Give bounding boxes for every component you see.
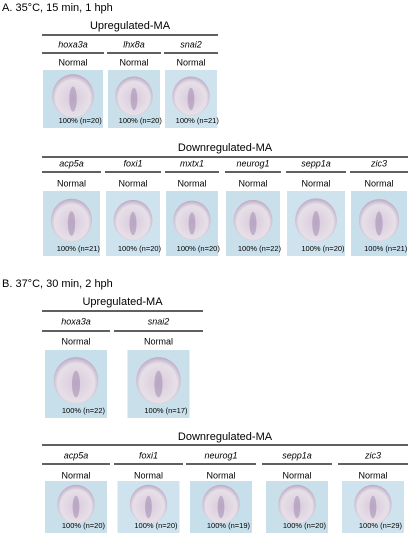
phenotype: Normal: [177, 178, 206, 188]
phenotype: Normal: [61, 336, 90, 346]
panel-title: A. 35°C, 15 min, 1 hph: [2, 2, 113, 14]
gene-name: acp5a: [59, 158, 84, 168]
embryo: [136, 357, 181, 405]
stain: [249, 211, 257, 236]
stain: [188, 212, 196, 235]
phenotype: Normal: [118, 178, 147, 188]
embryo: [57, 484, 95, 525]
phenotype: Normal: [364, 178, 393, 188]
gene-name: snai2: [148, 316, 170, 326]
stain: [375, 211, 383, 236]
gene-name: zic3: [364, 450, 381, 460]
phenotype: Normal: [176, 57, 205, 67]
stain: [187, 87, 195, 111]
phenotype: Normal: [206, 470, 235, 480]
embryo: [354, 484, 392, 525]
phenotype: Normal: [61, 470, 90, 480]
gene-name: foxi1: [139, 450, 158, 460]
group-title: Upregulated-MA: [90, 20, 171, 32]
phenotype: Normal: [134, 470, 163, 480]
phenotype: Normal: [301, 178, 330, 188]
gene-name: mxtx1: [180, 158, 204, 168]
embryo: [53, 357, 99, 405]
embryo: [172, 76, 210, 116]
gene-name: sepp1a: [301, 158, 331, 168]
percentage-label: 100% (n=20): [59, 116, 103, 125]
percentage-label: 100% (n=19): [207, 521, 251, 530]
percentage-label: 100% (n=20): [134, 521, 178, 530]
gene-name: zic3: [370, 158, 387, 168]
embryo: [113, 199, 153, 241]
phenotype: Normal: [58, 57, 87, 67]
embryo: [278, 484, 316, 525]
gene-name: neurog1: [204, 450, 237, 460]
stain: [72, 495, 80, 519]
stain: [145, 495, 152, 519]
gene-name: hoxa3a: [61, 316, 91, 326]
percentage-label: 100% (n=20): [119, 116, 163, 125]
percentage-label: 100% (n=22): [62, 406, 106, 415]
percentage-label: 100% (n=20): [177, 244, 221, 253]
phenotype: Normal: [282, 470, 311, 480]
embryo: [115, 76, 153, 116]
gene-name: neurog1: [236, 158, 269, 168]
stain: [71, 370, 81, 398]
group-title: Downregulated-MA: [178, 431, 273, 443]
stain: [67, 211, 76, 236]
percentage-label: 100% (n=17): [144, 406, 188, 415]
stain: [369, 495, 377, 519]
percentage-label: 100% (n=20): [283, 521, 327, 530]
phenotype: Normal: [238, 178, 267, 188]
gene-name: hoxa3a: [58, 39, 88, 49]
embryo: [129, 484, 168, 525]
stain: [217, 495, 225, 519]
stain: [129, 211, 137, 236]
gene-name: snai2: [180, 39, 202, 49]
percentage-label: 100% (n=21): [57, 244, 101, 253]
percentage-label: 100% (n=21): [176, 116, 220, 125]
stain: [69, 86, 77, 112]
embryo: [50, 198, 93, 242]
stain: [130, 87, 138, 111]
gene-name: acp5a: [64, 450, 89, 460]
embryo: [233, 199, 273, 241]
gene-name: foxi1: [123, 158, 142, 168]
percentage-label: 100% (n=29): [359, 521, 403, 530]
percentage-label: 100% (n=20): [301, 244, 345, 253]
stain: [293, 495, 301, 519]
stain: [312, 210, 320, 237]
embryo: [358, 199, 400, 242]
phenotype: Normal: [57, 178, 86, 188]
percentage-label: 100% (n=20): [118, 244, 162, 253]
percentage-label: 100% (n=20): [62, 521, 106, 530]
embryo: [52, 74, 94, 119]
stain: [154, 370, 163, 398]
panel-title: B. 37°C, 30 min, 2 hph: [2, 278, 113, 290]
phenotype: Normal: [144, 336, 173, 346]
embryo: [173, 200, 211, 240]
gene-name: sepp1a: [282, 450, 312, 460]
phenotype: Normal: [358, 470, 387, 480]
group-title: Downregulated-MA: [178, 142, 273, 154]
phenotype: Normal: [119, 57, 148, 67]
embryo: [202, 484, 240, 525]
embryo: [295, 198, 337, 243]
group-title: Upregulated-MA: [82, 296, 163, 308]
percentage-label: 100% (n=21): [364, 244, 408, 253]
gene-name: lhx8a: [123, 39, 145, 49]
percentage-label: 100% (n=22): [238, 244, 282, 253]
